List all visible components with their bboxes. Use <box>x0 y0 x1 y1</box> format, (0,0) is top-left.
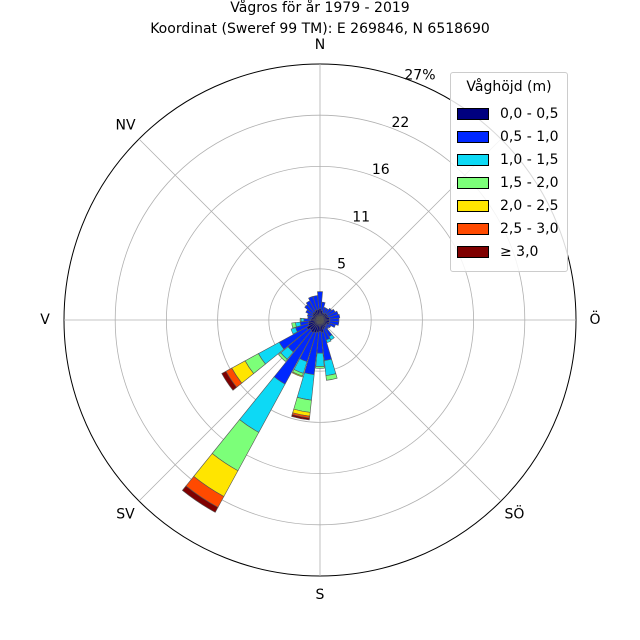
radial-tick-label: 22 <box>391 115 409 131</box>
rose-bar-segment <box>325 323 332 329</box>
legend-swatch <box>457 177 489 189</box>
rose-bar-segment <box>320 301 326 312</box>
radial-tick-label: 5 <box>337 257 346 273</box>
legend-label: 1,5 - 2,0 <box>500 175 559 191</box>
rose-bar-segment <box>325 338 332 344</box>
rose-bar-segment <box>308 296 318 312</box>
legend-item: 1,0 - 1,5 <box>457 151 567 169</box>
direction-label: N <box>315 37 325 53</box>
radial-tick-label: 16 <box>372 162 390 178</box>
legend-label: 0,5 - 1,0 <box>500 129 559 145</box>
chart-title: Vågros för år 1979 - 2019 <box>230 0 410 16</box>
chart-subtitle: Koordinat (Sweref 99 TM): E 269846, N 65… <box>150 21 490 37</box>
direction-label: SÖ <box>505 504 525 522</box>
legend: Våghöjd (m) 0,0 - 0,5 0,5 - 1,0 1,0 - 1,5 1… <box>450 72 568 272</box>
legend-swatch <box>457 108 489 120</box>
legend-label: ≥ 3,0 <box>500 244 539 260</box>
legend-label: 0,0 - 0,5 <box>500 106 559 122</box>
radial-tick-label: 11 <box>352 209 370 225</box>
legend-swatch <box>457 154 489 166</box>
rose-bar-segment <box>291 414 310 421</box>
rose-bar-segment <box>325 373 338 381</box>
legend-item: 1,5 - 2,0 <box>457 174 567 192</box>
direction-label: SV <box>116 506 135 522</box>
legend-swatch <box>457 223 489 235</box>
rose-bar-segment <box>304 304 315 315</box>
direction-label: Ö <box>589 310 600 328</box>
rose-bar-segment <box>305 300 316 314</box>
rose-bar-segment <box>327 322 336 328</box>
legend-swatch <box>457 131 489 143</box>
polar-grid <box>63 63 577 577</box>
rose-bar-segment <box>239 376 286 433</box>
rose-bar-segment <box>291 322 297 329</box>
rose-bar-segment <box>290 327 298 335</box>
legend-item: 2,0 - 2,5 <box>457 197 567 215</box>
legend-swatch <box>457 246 489 258</box>
rose-bar-segment <box>299 317 302 323</box>
angular-gridline <box>319 319 502 502</box>
rose-bar-segment <box>328 334 335 341</box>
rose-bar-segment <box>296 372 315 401</box>
rose-bar-segment <box>181 485 219 513</box>
legend-item: 2,5 - 3,0 <box>457 220 567 238</box>
legend-label: 1,0 - 1,5 <box>500 152 559 168</box>
rose-bar-segment <box>278 352 288 362</box>
polar-labels: N Ö SÖ S SV V NV 5 11 16 22 27% <box>40 37 600 603</box>
direction-label: V <box>40 312 50 328</box>
legend-item: 0,5 - 1,0 <box>457 128 567 146</box>
direction-label: NV <box>116 118 136 134</box>
legend-label: 2,5 - 3,0 <box>500 221 559 237</box>
angular-gridline <box>138 138 321 321</box>
rose-bar-segment <box>312 295 320 311</box>
legend-label: 2,0 - 2,5 <box>500 198 559 214</box>
direction-label: S <box>316 587 325 603</box>
rose-bar-segment <box>221 370 238 391</box>
rose-bar-segment <box>328 320 340 326</box>
rose-bar-segment <box>315 352 325 367</box>
legend-item: ≥ 3,0 <box>457 243 567 261</box>
rose-bar-segment <box>328 313 341 320</box>
radial-tick-label: 27% <box>404 67 435 83</box>
legend-swatch <box>457 200 489 212</box>
rose-bar-segment <box>291 371 303 378</box>
wave-rose-bars <box>181 291 341 513</box>
legend-item: 0,0 - 0,5 <box>457 105 567 123</box>
rose-bar-segment <box>317 291 323 309</box>
rose-bar-segment <box>315 365 325 369</box>
rose-bar-segment <box>300 317 305 323</box>
legend-title: Våghöjd (m) <box>466 79 552 95</box>
rose-bar-segment <box>323 358 337 376</box>
